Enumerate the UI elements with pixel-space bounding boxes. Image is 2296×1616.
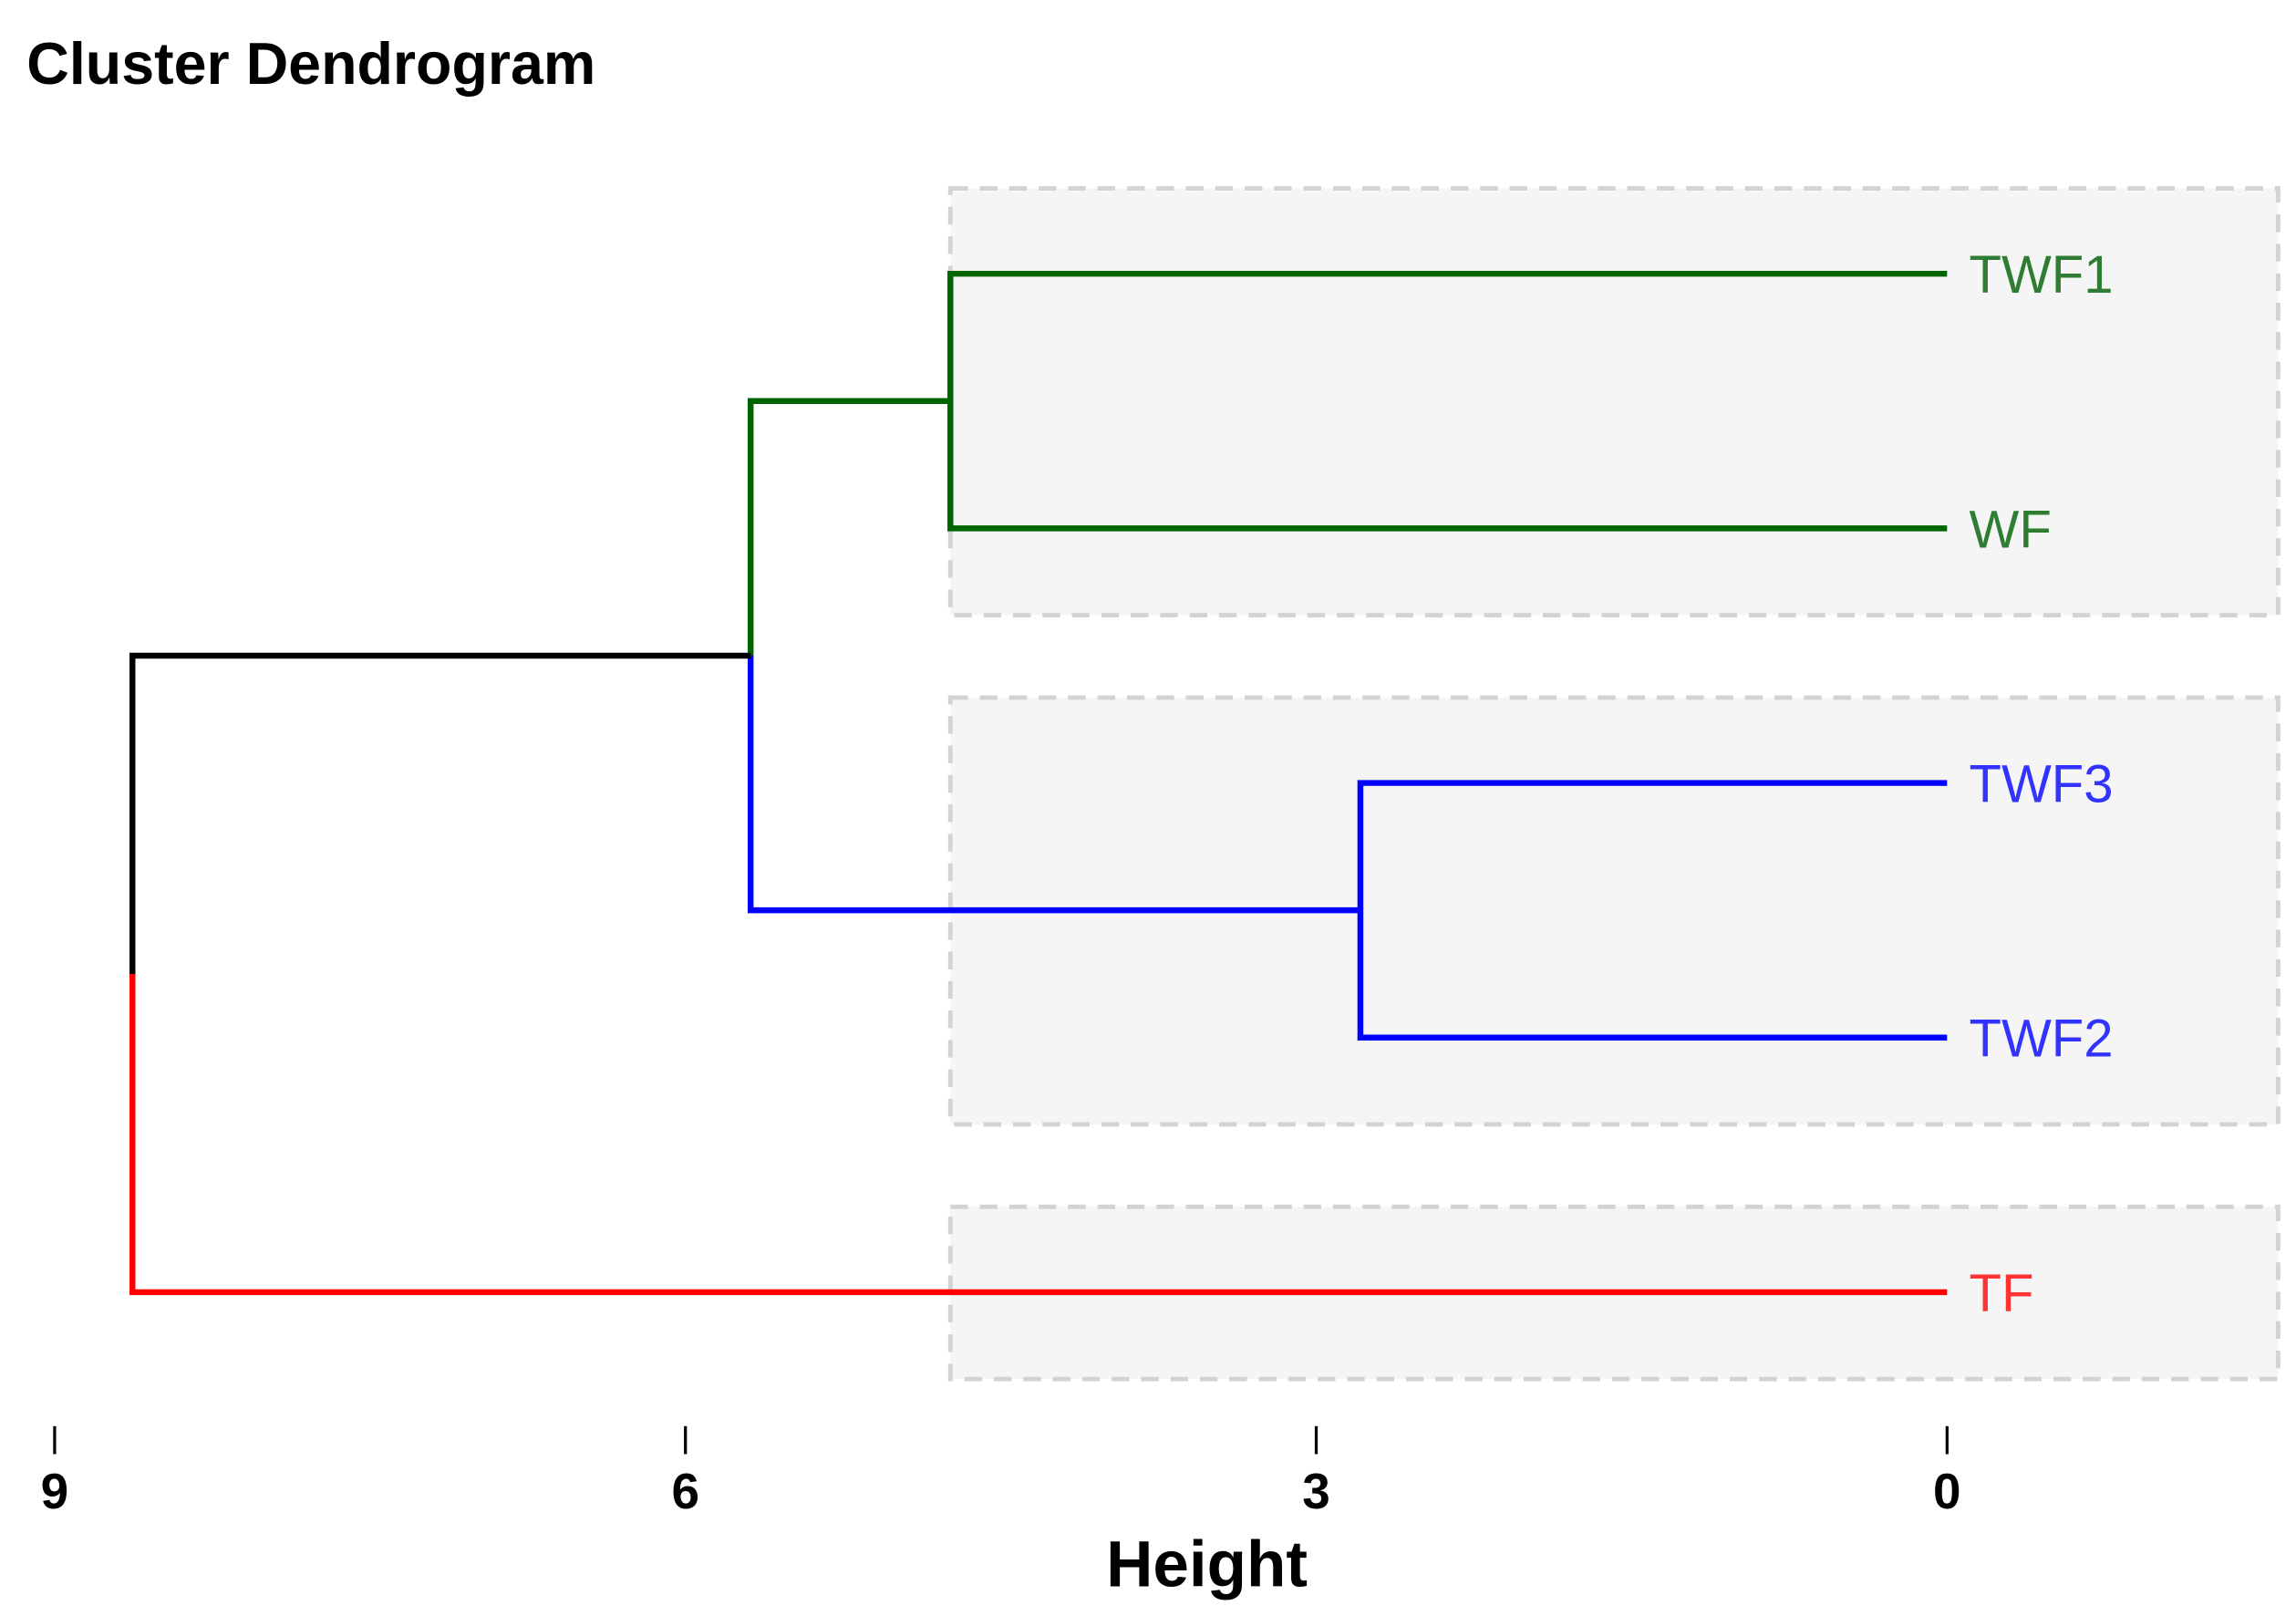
x-tick-label: 0 xyxy=(1933,1463,1961,1519)
dendrogram-links xyxy=(129,270,1948,1296)
leaf-label-twf1: TWF1 xyxy=(1970,245,2114,305)
x-tick-label: 9 xyxy=(41,1463,69,1519)
leaf-label-wf: WF xyxy=(1970,500,2052,559)
leaf-label-twf2: TWF2 xyxy=(1970,1010,2114,1069)
link-tf xyxy=(129,973,1948,1296)
leaf-label-twf3: TWF3 xyxy=(1970,755,2114,814)
x-tick-label: 6 xyxy=(671,1463,699,1519)
chart-title: Cluster Dendrogram xyxy=(26,31,595,97)
x-axis-label: Height xyxy=(1106,1529,1308,1601)
link-root xyxy=(129,652,751,974)
x-axis: 9 6 3 0 xyxy=(41,1425,1961,1519)
link-blue-branch xyxy=(747,655,1360,914)
leaf-label-tf: TF xyxy=(1970,1264,2034,1323)
link-green-branch xyxy=(747,398,951,656)
cluster-rect-1 xyxy=(947,186,2280,618)
x-tick-label: 3 xyxy=(1302,1463,1330,1519)
leaf-labels: TWF1 WF TWF3 TWF2 TF xyxy=(1970,245,2114,1323)
